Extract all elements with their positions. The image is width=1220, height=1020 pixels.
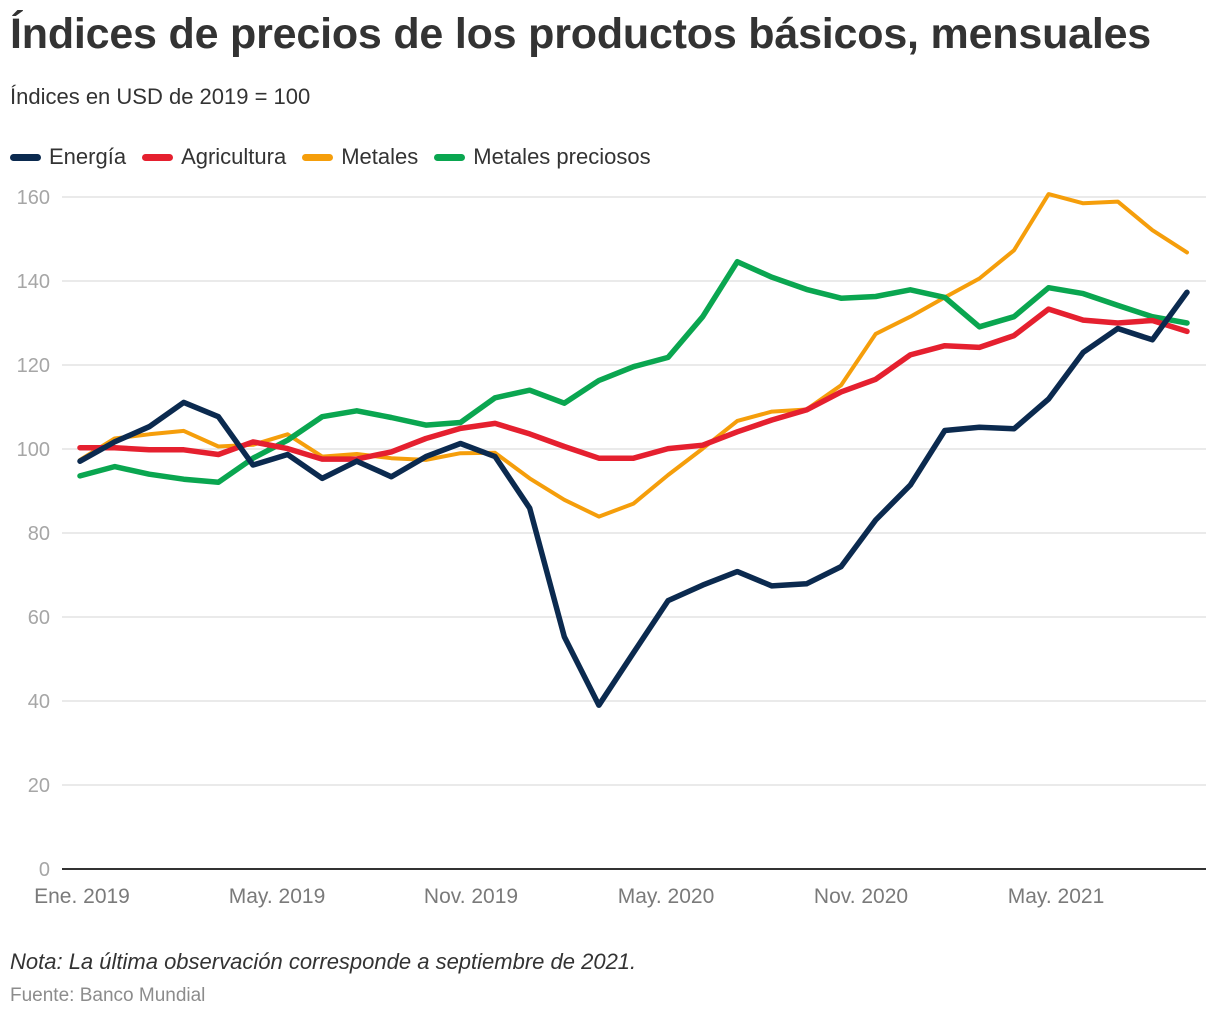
chart-subtitle: Índices en USD de 2019 = 100 [10,84,311,109]
y-tick-label: 0 [39,859,50,881]
chart-title: Índices de precios de los productos bási… [10,10,1152,58]
x-tick-label: Nov. 2020 [814,885,908,908]
legend-swatch-metales [302,153,334,161]
y-tick-label: 140 [17,271,50,293]
legend-label: Energía [49,144,127,169]
legend-item-energia[interactable]: Energía [10,144,126,170]
chart-source: Fuente: Banco Mundial [10,985,206,1006]
x-tick-label: May. 2021 [1008,885,1105,908]
legend-item-metales-preciosos[interactable]: Metales preciosos [434,144,651,170]
x-tick-label: Ene. 2019 [34,885,130,908]
x-axis-ticks: Ene. 2019 May. 2019 Nov. 2019 May. 2020 Nov.… [34,885,1104,908]
y-axis-ticks: 0 20 40 60 80 100 120 140 160 [17,187,50,881]
series-lines [77,192,1190,708]
legend-swatch-agricultura [142,153,174,161]
series-line-metales-preciosos[interactable] [77,258,1190,485]
y-tick-label: 20 [28,775,50,797]
legend-label: Metales preciosos [473,144,651,169]
legend: Energía Agricultura Metales Metales prec… [10,144,667,170]
x-tick-label: Nov. 2019 [424,885,518,908]
y-tick-label: 100 [17,439,50,461]
y-tick-label: 40 [28,691,50,713]
chart-note: Nota: La última observación corresponde … [10,949,637,974]
legend-item-agricultura[interactable]: Agricultura [142,144,286,170]
y-tick-label: 60 [28,607,50,629]
series-line-agricultura[interactable] [77,306,1190,462]
gridlines [62,196,1206,870]
x-tick-label: May. 2019 [229,885,326,908]
x-tick-label: May. 2020 [618,885,715,908]
legend-label: Agricultura [181,144,287,169]
legend-label: Metales [341,144,419,169]
y-tick-label: 80 [28,523,50,545]
y-tick-label: 160 [17,187,50,209]
line-chart: 0 20 40 60 80 100 120 140 160 Ene. 2019 May. 2019… [17,187,1206,908]
legend-swatch-metales-preciosos [434,153,466,161]
legend-swatch-energia [10,153,41,161]
legend-item-metales[interactable]: Metales [302,144,418,170]
y-tick-label: 120 [17,355,50,377]
series-line-metales[interactable] [78,192,1189,519]
series-line-energia[interactable] [77,289,1190,708]
